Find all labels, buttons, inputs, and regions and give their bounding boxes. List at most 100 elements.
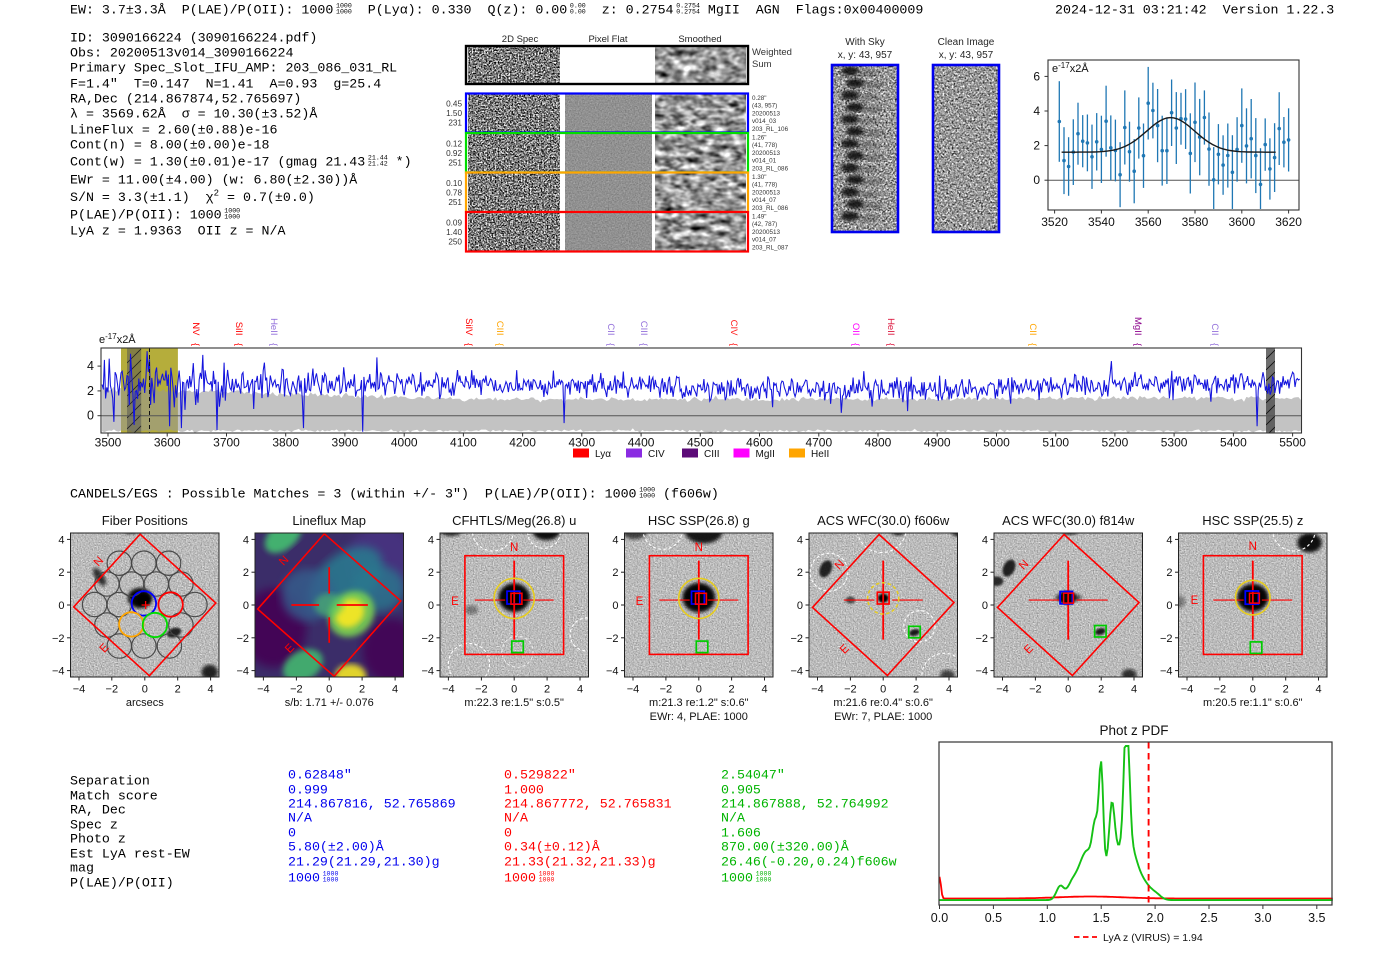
svg-text:4: 4 [612,534,618,546]
svg-text:m:21.6 re:0.4" s:0.6": m:21.6 re:0.4" s:0.6" [833,697,933,709]
svg-text:Fiber Positions: Fiber Positions [102,513,188,528]
svg-text:m:22.3 re:1.5" s:0.5": m:22.3 re:1.5" s:0.5" [464,697,564,709]
svg-text:0.45: 0.45 [446,100,462,109]
svg-text:251: 251 [448,158,462,167]
svg-text:4: 4 [1315,684,1321,696]
svg-text:5000: 5000 [983,436,1010,450]
svg-text:ACS WFC(30.0) f814w: ACS WFC(30.0) f814w [1002,513,1135,528]
svg-text:{: { [1028,343,1038,346]
svg-text:231: 231 [448,119,462,128]
svg-text:3900: 3900 [332,436,359,450]
svg-text:CII: CII [1209,323,1220,335]
svg-text:EWr: 4, PLAE: 1000: EWr: 4, PLAE: 1000 [650,711,748,723]
svg-text:{: { [851,343,861,346]
svg-text:m:21.3 re:1.2" s:0.6": m:21.3 re:1.2" s:0.6" [649,697,749,709]
svg-text:203_RL_106: 203_RL_106 [752,126,789,133]
svg-text:3620: 3620 [1275,215,1302,229]
svg-text:{: { [886,343,896,346]
svg-text:0.92: 0.92 [446,149,462,158]
svg-text:−4: −4 [627,684,640,696]
svg-text:CIII: CIII [638,321,649,336]
svg-text:250: 250 [448,237,462,246]
svg-text:0: 0 [1166,600,1172,612]
svg-text:3580: 3580 [1182,215,1209,229]
svg-text:0: 0 [243,600,249,612]
svg-text:2: 2 [58,567,64,579]
svg-text:Weighted: Weighted [752,47,792,58]
svg-text:0: 0 [142,684,148,696]
svg-text:0.5: 0.5 [985,911,1002,925]
svg-text:−2: −2 [290,684,303,696]
svg-text:Lyα: Lyα [595,449,611,460]
svg-text:−4: −4 [1181,684,1194,696]
svg-text:Sum: Sum [752,59,772,70]
svg-text:E: E [636,596,644,608]
svg-text:3600: 3600 [1228,215,1255,229]
svg-text:−2: −2 [975,633,988,645]
svg-text:5400: 5400 [1220,436,1247,450]
svg-text:N: N [695,542,703,554]
svg-text:0.0: 0.0 [931,911,948,925]
svg-text:4100: 4100 [450,436,477,450]
svg-text:−4: −4 [257,684,270,696]
svg-text:0: 0 [1065,684,1071,696]
svg-text:E: E [451,596,459,608]
svg-text:2: 2 [175,684,181,696]
svg-text:203_RL_087: 203_RL_087 [752,244,789,251]
svg-text:2: 2 [797,567,803,579]
svg-text:2: 2 [612,567,618,579]
svg-text:−2: −2 [421,633,434,645]
svg-text:1.30": 1.30" [752,174,767,181]
svg-text:3540: 3540 [1088,215,1115,229]
svg-text:0: 0 [511,684,517,696]
svg-text:CIV: CIV [728,320,739,337]
svg-text:3560: 3560 [1135,215,1162,229]
svg-text:HeII: HeII [885,318,896,335]
svg-text:MgII: MgII [756,449,775,460]
svg-text:203_RL_086: 203_RL_086 [752,165,789,172]
svg-text:4300: 4300 [568,436,595,450]
svg-text:20200513: 20200513 [752,229,781,236]
svg-text:251: 251 [448,198,462,207]
svg-text:4000: 4000 [391,436,418,450]
svg-text:Smoothed: Smoothed [678,34,721,45]
svg-text:−2: −2 [1160,633,1173,645]
svg-text:2: 2 [1166,567,1172,579]
svg-text:20200513: 20200513 [752,189,781,196]
svg-text:{: { [606,343,616,346]
svg-text:0.12: 0.12 [446,139,462,148]
svg-text:4: 4 [243,534,249,546]
svg-text:NV: NV [190,322,201,336]
svg-text:3800: 3800 [272,436,299,450]
svg-text:0: 0 [326,684,332,696]
svg-text:Lineflux Map: Lineflux Map [292,513,366,528]
svg-text:HeII: HeII [811,449,829,460]
svg-text:2: 2 [1283,684,1289,696]
svg-text:3.0: 3.0 [1254,911,1271,925]
svg-text:Pixel Flat: Pixel Flat [588,34,627,45]
svg-text:Phot z PDF: Phot z PDF [1099,723,1168,738]
svg-text:5200: 5200 [1102,436,1129,450]
svg-text:CFHTLS/Meg(26.8) u: CFHTLS/Meg(26.8) u [452,513,576,528]
svg-text:2: 2 [982,567,988,579]
svg-text:e-17x2Å: e-17x2Å [1052,61,1089,75]
svg-text:MgII: MgII [1132,317,1143,335]
svg-text:−4: −4 [52,666,65,678]
svg-text:v014_03: v014_03 [752,118,777,125]
svg-text:SiIV: SiIV [463,318,474,336]
svg-text:−4: −4 [975,666,988,678]
svg-text:4: 4 [87,359,94,373]
svg-text:HSC SSP(25.5) z: HSC SSP(25.5) z [1202,513,1303,528]
svg-text:N: N [1249,541,1257,553]
svg-text:CII: CII [1027,323,1038,335]
svg-text:0: 0 [87,409,94,423]
svg-text:2: 2 [1098,684,1104,696]
svg-text:−4: −4 [442,684,455,696]
svg-text:−4: −4 [811,684,824,696]
svg-text:−2: −2 [475,684,488,696]
svg-text:−2: −2 [844,684,857,696]
svg-text:−2: −2 [606,633,619,645]
svg-text:3700: 3700 [213,436,240,450]
svg-text:OII: OII [850,323,861,336]
svg-text:CII: CII [605,323,616,335]
